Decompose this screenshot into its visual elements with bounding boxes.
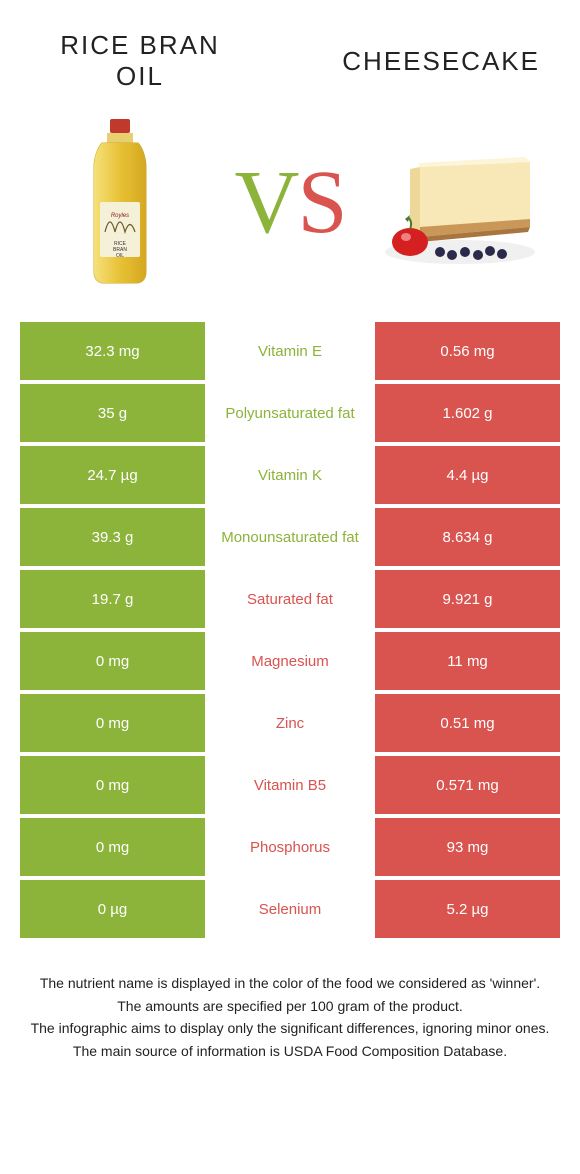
cell-left-value: 39.3 g [20,508,205,566]
cell-left-value: 35 g [20,384,205,442]
cell-left-value: 24.7 µg [20,446,205,504]
right-food-image [380,112,540,292]
cell-left-value: 32.3 mg [20,322,205,380]
title-left-line1: RICE BRAN [60,30,220,60]
cell-left-value: 0 mg [20,632,205,690]
cell-nutrient-label: Polyunsaturated fat [205,384,375,442]
cell-right-value: 1.602 g [375,384,560,442]
caption-line-3: The infographic aims to display only the… [30,1017,550,1039]
cell-right-value: 8.634 g [375,508,560,566]
cell-nutrient-label: Saturated fat [205,570,375,628]
caption-line-1: The nutrient name is displayed in the co… [30,972,550,994]
table-row: 32.3 mgVitamin E0.56 mg [20,322,560,380]
vs-s: S [297,153,345,252]
cell-nutrient-label: Vitamin B5 [205,756,375,814]
table-row: 0 µgSelenium5.2 µg [20,880,560,938]
table-row: 35 gPolyunsaturated fat1.602 g [20,384,560,442]
svg-text:OIL: OIL [116,253,124,259]
cell-left-value: 19.7 g [20,570,205,628]
vs-v: V [234,153,297,252]
cell-left-value: 0 µg [20,880,205,938]
caption-line-4: The main source of information is USDA F… [30,1040,550,1062]
table-row: 0 mgPhosphorus93 mg [20,818,560,876]
cell-right-value: 0.51 mg [375,694,560,752]
title-left: RICE BRAN OIL [40,30,240,92]
cell-right-value: 4.4 µg [375,446,560,504]
cell-right-value: 93 mg [375,818,560,876]
table-row: 0 mgVitamin B50.571 mg [20,756,560,814]
cell-nutrient-label: Magnesium [205,632,375,690]
cell-nutrient-label: Vitamin K [205,446,375,504]
table-row: 39.3 gMonounsaturated fat8.634 g [20,508,560,566]
cell-left-value: 0 mg [20,818,205,876]
cell-nutrient-label: Zinc [205,694,375,752]
vs-label: VS [234,151,345,254]
cell-right-value: 11 mg [375,632,560,690]
left-food-image: Royles RICE BRAN OIL [40,112,200,292]
cheesecake-icon [380,137,540,267]
cell-left-value: 0 mg [20,694,205,752]
infographic-container: RICE BRAN OIL CHEESECAKE [0,0,580,1174]
table-row: 0 mgMagnesium11 mg [20,632,560,690]
caption-block: The nutrient name is displayed in the co… [0,942,580,1062]
cell-right-value: 0.56 mg [375,322,560,380]
cell-nutrient-label: Phosphorus [205,818,375,876]
cell-left-value: 0 mg [20,756,205,814]
caption-line-2: The amounts are specified per 100 gram o… [30,995,550,1017]
cell-right-value: 0.571 mg [375,756,560,814]
cell-right-value: 5.2 µg [375,880,560,938]
header-row: RICE BRAN OIL CHEESECAKE [0,0,580,102]
cell-right-value: 9.921 g [375,570,560,628]
table-row: 24.7 µgVitamin K4.4 µg [20,446,560,504]
comparison-table: 32.3 mgVitamin E0.56 mg35 gPolyunsaturat… [0,322,580,938]
table-row: 19.7 gSaturated fat9.921 g [20,570,560,628]
cell-nutrient-label: Selenium [205,880,375,938]
title-left-line2: OIL [116,61,164,91]
cell-nutrient-label: Vitamin E [205,322,375,380]
cell-nutrient-label: Monounsaturated fat [205,508,375,566]
svg-text:Royles: Royles [111,213,129,219]
table-row: 0 mgZinc0.51 mg [20,694,560,752]
vs-row: Royles RICE BRAN OIL VS [0,102,580,322]
title-right: CHEESECAKE [340,46,540,77]
oil-bottle-icon: Royles RICE BRAN OIL [80,117,160,287]
